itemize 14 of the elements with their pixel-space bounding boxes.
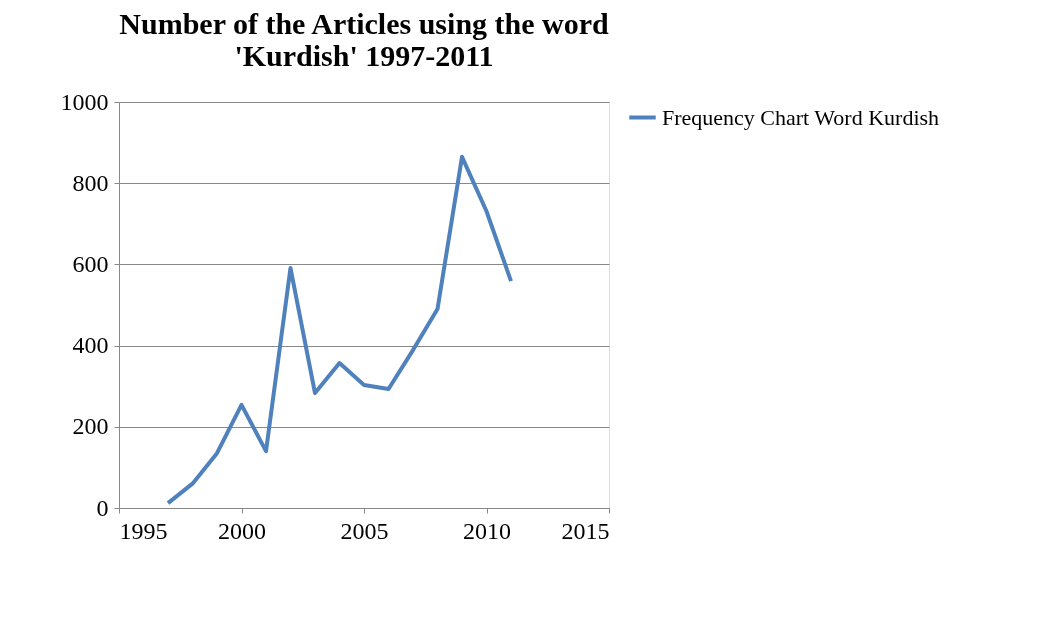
legend-label: Frequency Chart Word Kurdish <box>662 104 940 130</box>
x-tick-label: 2010 <box>463 517 511 544</box>
y-tick-label: 800 <box>72 169 109 196</box>
x-tick-label: 2015 <box>561 517 610 544</box>
y-tick-label: 400 <box>72 332 109 359</box>
chart-title: Number of the Articles using the word 'Kurdish' 1997-2011 <box>119 7 610 72</box>
x-tick-label: 1995 <box>119 517 168 544</box>
y-tick-label: 0 <box>96 494 109 521</box>
x-tick-label: 2005 <box>340 517 389 544</box>
line-series <box>166 154 513 506</box>
y-tick-label: 1000 <box>60 88 109 115</box>
x-tick-label: 2000 <box>218 517 266 544</box>
y-tick-label: 200 <box>72 413 109 440</box>
y-tick-label: 600 <box>72 250 109 277</box>
